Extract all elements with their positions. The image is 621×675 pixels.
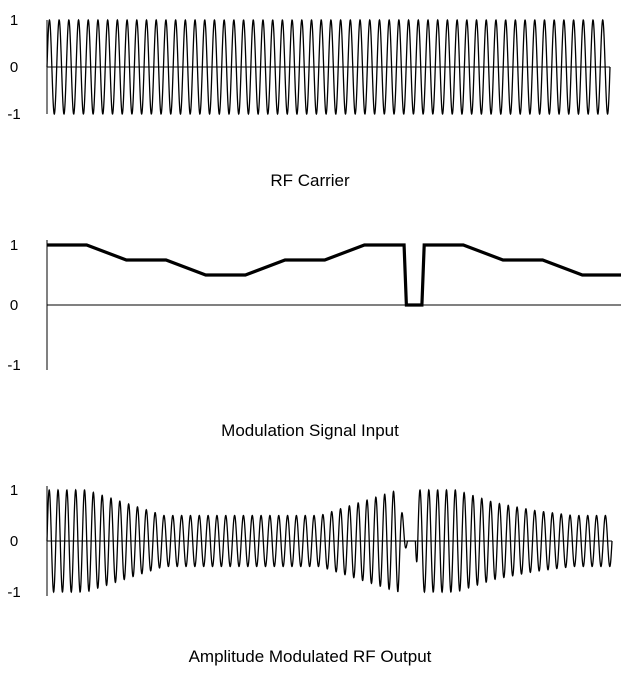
series-line: [46, 18, 611, 116]
chart-1: 1 0 -1 RF Carrier: [7, 12, 611, 190]
chart-title: Modulation Signal Input: [221, 421, 399, 440]
y-tick-label: 1: [10, 482, 18, 499]
y-tick-label: 0: [10, 297, 18, 314]
chart-2: 1 0 -1 Modulation Signal Input: [7, 237, 621, 440]
chart-title: RF Carrier: [270, 171, 350, 190]
y-tick-label: -1: [7, 584, 20, 601]
y-tick-label: 0: [10, 533, 18, 550]
y-tick-label: 1: [10, 237, 18, 254]
chart-3: 1 0 -1 Amplitude Modulated RF Output: [7, 482, 613, 666]
y-tick-label: -1: [7, 357, 20, 374]
y-tick-label: 1: [10, 12, 18, 29]
series-line: [47, 243, 621, 307]
chart-title: Amplitude Modulated RF Output: [189, 647, 432, 666]
y-tick-label: 0: [10, 59, 18, 76]
y-tick-label: -1: [7, 106, 20, 123]
series-line: [46, 488, 613, 594]
